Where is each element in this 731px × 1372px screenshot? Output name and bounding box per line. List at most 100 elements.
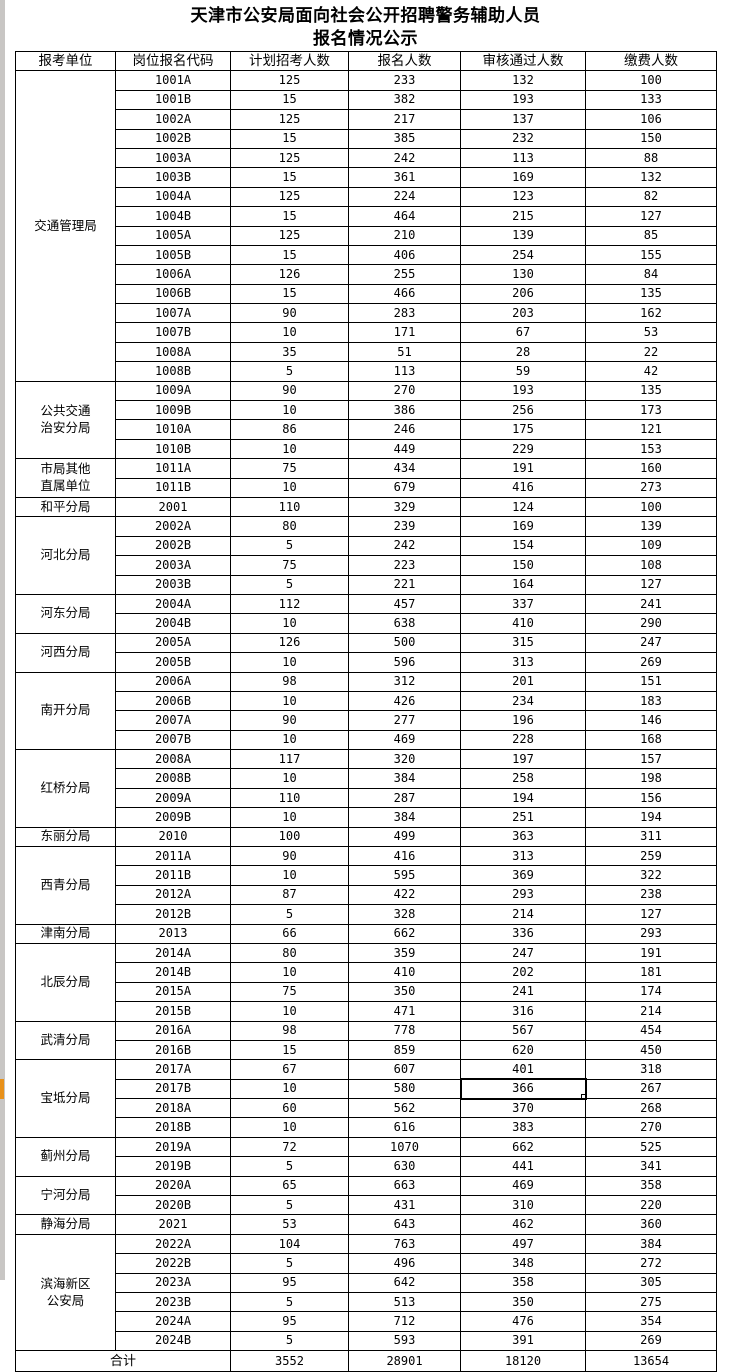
cell-applied[interactable]: 638 xyxy=(348,613,461,634)
cell-approved[interactable]: 315 xyxy=(460,632,586,654)
cell-paid[interactable]: 270 xyxy=(585,1117,717,1138)
cell-job-code[interactable]: 2018A xyxy=(115,1098,231,1119)
cell-job-code[interactable]: 1003A xyxy=(115,147,231,169)
cell-job-code[interactable]: 2005B xyxy=(115,652,231,673)
cell-plan[interactable]: 125 xyxy=(230,225,349,246)
cell-approved[interactable]: 67 xyxy=(460,322,586,343)
cell-approved[interactable]: 293 xyxy=(460,884,586,906)
cell-paid[interactable]: 268 xyxy=(585,1098,717,1119)
cell-job-code[interactable]: 2015A xyxy=(115,981,231,1003)
cell-approved[interactable]: 214 xyxy=(460,904,586,925)
cell-plan[interactable]: 10 xyxy=(230,400,349,421)
cell-approved[interactable]: 337 xyxy=(460,593,586,615)
cell-paid[interactable]: 183 xyxy=(585,690,717,712)
cell-paid[interactable]: 311 xyxy=(585,826,717,848)
cell-paid[interactable]: 84 xyxy=(585,264,717,285)
cell-approved[interactable]: 363 xyxy=(460,826,586,848)
cell-job-code[interactable]: 2022B xyxy=(115,1253,231,1274)
cell-approved[interactable]: 416 xyxy=(460,477,586,498)
cell-applied[interactable]: 242 xyxy=(348,147,461,169)
cell-applied[interactable]: 277 xyxy=(348,710,461,731)
cell-approved[interactable]: 234 xyxy=(460,690,586,712)
cell-paid[interactable]: 42 xyxy=(585,361,717,382)
cell-paid[interactable]: 160 xyxy=(585,458,717,479)
cell-paid[interactable]: 238 xyxy=(585,884,717,906)
cell-plan[interactable]: 10 xyxy=(230,962,349,983)
cell-plan[interactable]: 66 xyxy=(230,923,349,944)
cell-job-code[interactable]: 2004A xyxy=(115,593,231,615)
cell-approved[interactable]: 258 xyxy=(460,768,586,789)
total-paid[interactable]: 13654 xyxy=(585,1350,717,1372)
cell-paid[interactable]: 191 xyxy=(585,942,717,964)
cell-approved[interactable]: 254 xyxy=(460,244,586,266)
cell-paid[interactable]: 450 xyxy=(585,1039,717,1061)
cell-approved[interactable]: 313 xyxy=(460,652,586,673)
cell-job-code[interactable]: 2013 xyxy=(115,923,231,944)
unit-cell[interactable]: 蓟州分局 xyxy=(15,1136,116,1177)
cell-plan[interactable]: 5 xyxy=(230,1156,349,1177)
cell-paid[interactable]: 139 xyxy=(585,516,717,537)
cell-approved[interactable]: 130 xyxy=(460,264,586,285)
cell-job-code[interactable]: 1003B xyxy=(115,167,231,188)
cell-paid[interactable]: 85 xyxy=(585,225,717,246)
cell-paid[interactable]: 109 xyxy=(585,535,717,557)
cell-job-code[interactable]: 1001A xyxy=(115,70,231,91)
cell-plan[interactable]: 10 xyxy=(230,322,349,343)
cell-approved[interactable]: 197 xyxy=(460,749,586,770)
cell-paid[interactable]: 162 xyxy=(585,303,717,324)
cell-job-code[interactable]: 2017B xyxy=(115,1078,231,1100)
cell-paid[interactable]: 121 xyxy=(585,419,717,440)
cell-applied[interactable]: 596 xyxy=(348,652,461,673)
cell-approved[interactable]: 497 xyxy=(460,1233,586,1255)
cell-approved[interactable]: 206 xyxy=(460,283,586,305)
cell-approved[interactable]: 350 xyxy=(460,1291,586,1313)
cell-applied[interactable]: 679 xyxy=(348,477,461,498)
cell-plan[interactable]: 5 xyxy=(230,361,349,382)
cell-paid[interactable]: 305 xyxy=(585,1272,717,1294)
cell-approved[interactable]: 369 xyxy=(460,865,586,886)
cell-job-code[interactable]: 1002A xyxy=(115,109,231,130)
cell-plan[interactable]: 15 xyxy=(230,167,349,188)
cell-paid[interactable]: 53 xyxy=(585,322,717,343)
cell-plan[interactable]: 117 xyxy=(230,749,349,770)
cell-paid[interactable]: 155 xyxy=(585,244,717,266)
cell-paid[interactable]: 358 xyxy=(585,1175,717,1197)
cell-approved[interactable]: 241 xyxy=(460,981,586,1003)
cell-plan[interactable]: 95 xyxy=(230,1311,349,1332)
cell-approved[interactable]: 232 xyxy=(460,128,586,149)
cell-approved[interactable]: 310 xyxy=(460,1195,586,1216)
cell-approved[interactable]: 169 xyxy=(460,167,586,188)
cell-approved[interactable]: 139 xyxy=(460,225,586,246)
cell-approved[interactable]: 247 xyxy=(460,942,586,964)
cell-paid[interactable]: 269 xyxy=(585,652,717,673)
cell-approved[interactable]: 348 xyxy=(460,1253,586,1274)
unit-cell[interactable]: 河西分局 xyxy=(15,632,116,673)
cell-plan[interactable]: 90 xyxy=(230,846,349,867)
cell-applied[interactable]: 384 xyxy=(348,768,461,789)
cell-applied[interactable]: 630 xyxy=(348,1156,461,1177)
cell-job-code[interactable]: 2016B xyxy=(115,1039,231,1061)
cell-plan[interactable]: 15 xyxy=(230,1039,349,1061)
cell-paid[interactable]: 127 xyxy=(585,206,717,227)
cell-applied[interactable]: 642 xyxy=(348,1272,461,1294)
cell-approved[interactable]: 175 xyxy=(460,419,586,440)
cell-plan[interactable]: 110 xyxy=(230,787,349,809)
cell-plan[interactable]: 15 xyxy=(230,244,349,266)
unit-cell[interactable]: 静海分局 xyxy=(15,1214,116,1235)
cell-applied[interactable]: 171 xyxy=(348,322,461,343)
cell-plan[interactable]: 15 xyxy=(230,89,349,111)
cell-applied[interactable]: 406 xyxy=(348,244,461,266)
cell-applied[interactable]: 283 xyxy=(348,303,461,324)
cell-job-code[interactable]: 2023A xyxy=(115,1272,231,1294)
cell-plan[interactable]: 126 xyxy=(230,632,349,654)
cell-paid[interactable]: 150 xyxy=(585,128,717,149)
cell-job-code[interactable]: 2019B xyxy=(115,1156,231,1177)
cell-paid[interactable]: 267 xyxy=(585,1078,717,1100)
cell-job-code[interactable]: 2007B xyxy=(115,729,231,751)
cell-applied[interactable]: 431 xyxy=(348,1195,461,1216)
cell-applied[interactable]: 287 xyxy=(348,787,461,809)
cell-applied[interactable]: 221 xyxy=(348,574,461,595)
cell-paid[interactable]: 82 xyxy=(585,186,717,208)
cell-paid[interactable]: 106 xyxy=(585,109,717,130)
cell-approved[interactable]: 401 xyxy=(460,1059,586,1080)
